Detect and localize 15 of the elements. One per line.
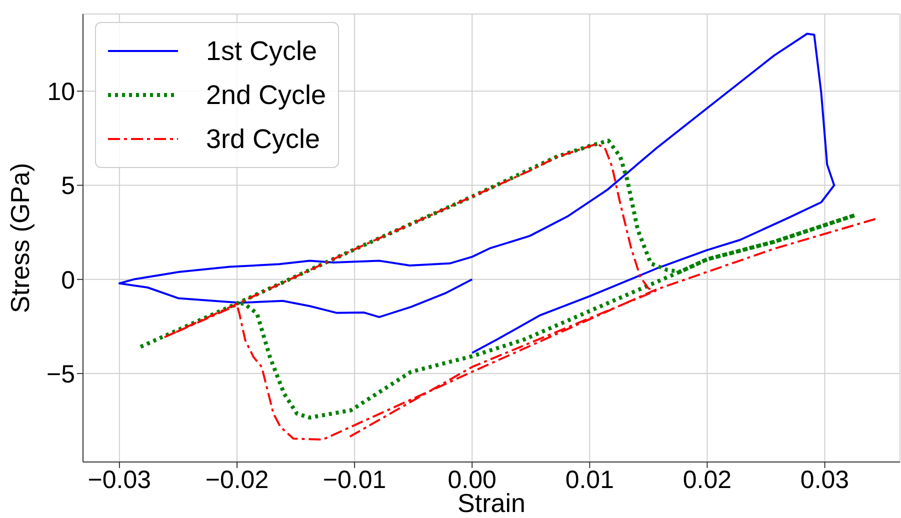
y-tick-label: −5 <box>46 360 75 388</box>
x-tick-label: −0.01 <box>322 466 386 494</box>
y-tick-label: 5 <box>61 172 75 200</box>
x-tick-label: −0.03 <box>88 466 152 494</box>
x-tick-label: 0.03 <box>800 466 850 494</box>
line-series <box>118 32 836 354</box>
y-tick-label: 10 <box>47 78 75 106</box>
x-tick-label: 0.02 <box>682 466 732 494</box>
y-axis-title: Stress (GPa) <box>5 162 36 314</box>
x-tick-label: 0.01 <box>565 466 614 494</box>
legend-label: 1st Cycle <box>206 36 318 66</box>
x-tick-label: −0.02 <box>205 466 269 494</box>
y-tick-label: 0 <box>61 266 75 294</box>
legend-label: 3rd Cycle <box>206 124 320 154</box>
legend-label: 2nd Cycle <box>206 80 326 110</box>
